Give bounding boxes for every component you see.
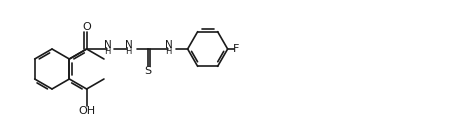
Text: O: O (82, 22, 91, 32)
Text: N: N (125, 40, 132, 51)
Text: F: F (232, 44, 239, 54)
Text: OH: OH (78, 106, 95, 116)
Text: H: H (165, 47, 172, 56)
Text: N: N (104, 40, 112, 51)
Text: H: H (125, 47, 132, 56)
Text: H: H (105, 47, 111, 56)
Text: N: N (165, 40, 172, 51)
Text: S: S (144, 66, 151, 76)
